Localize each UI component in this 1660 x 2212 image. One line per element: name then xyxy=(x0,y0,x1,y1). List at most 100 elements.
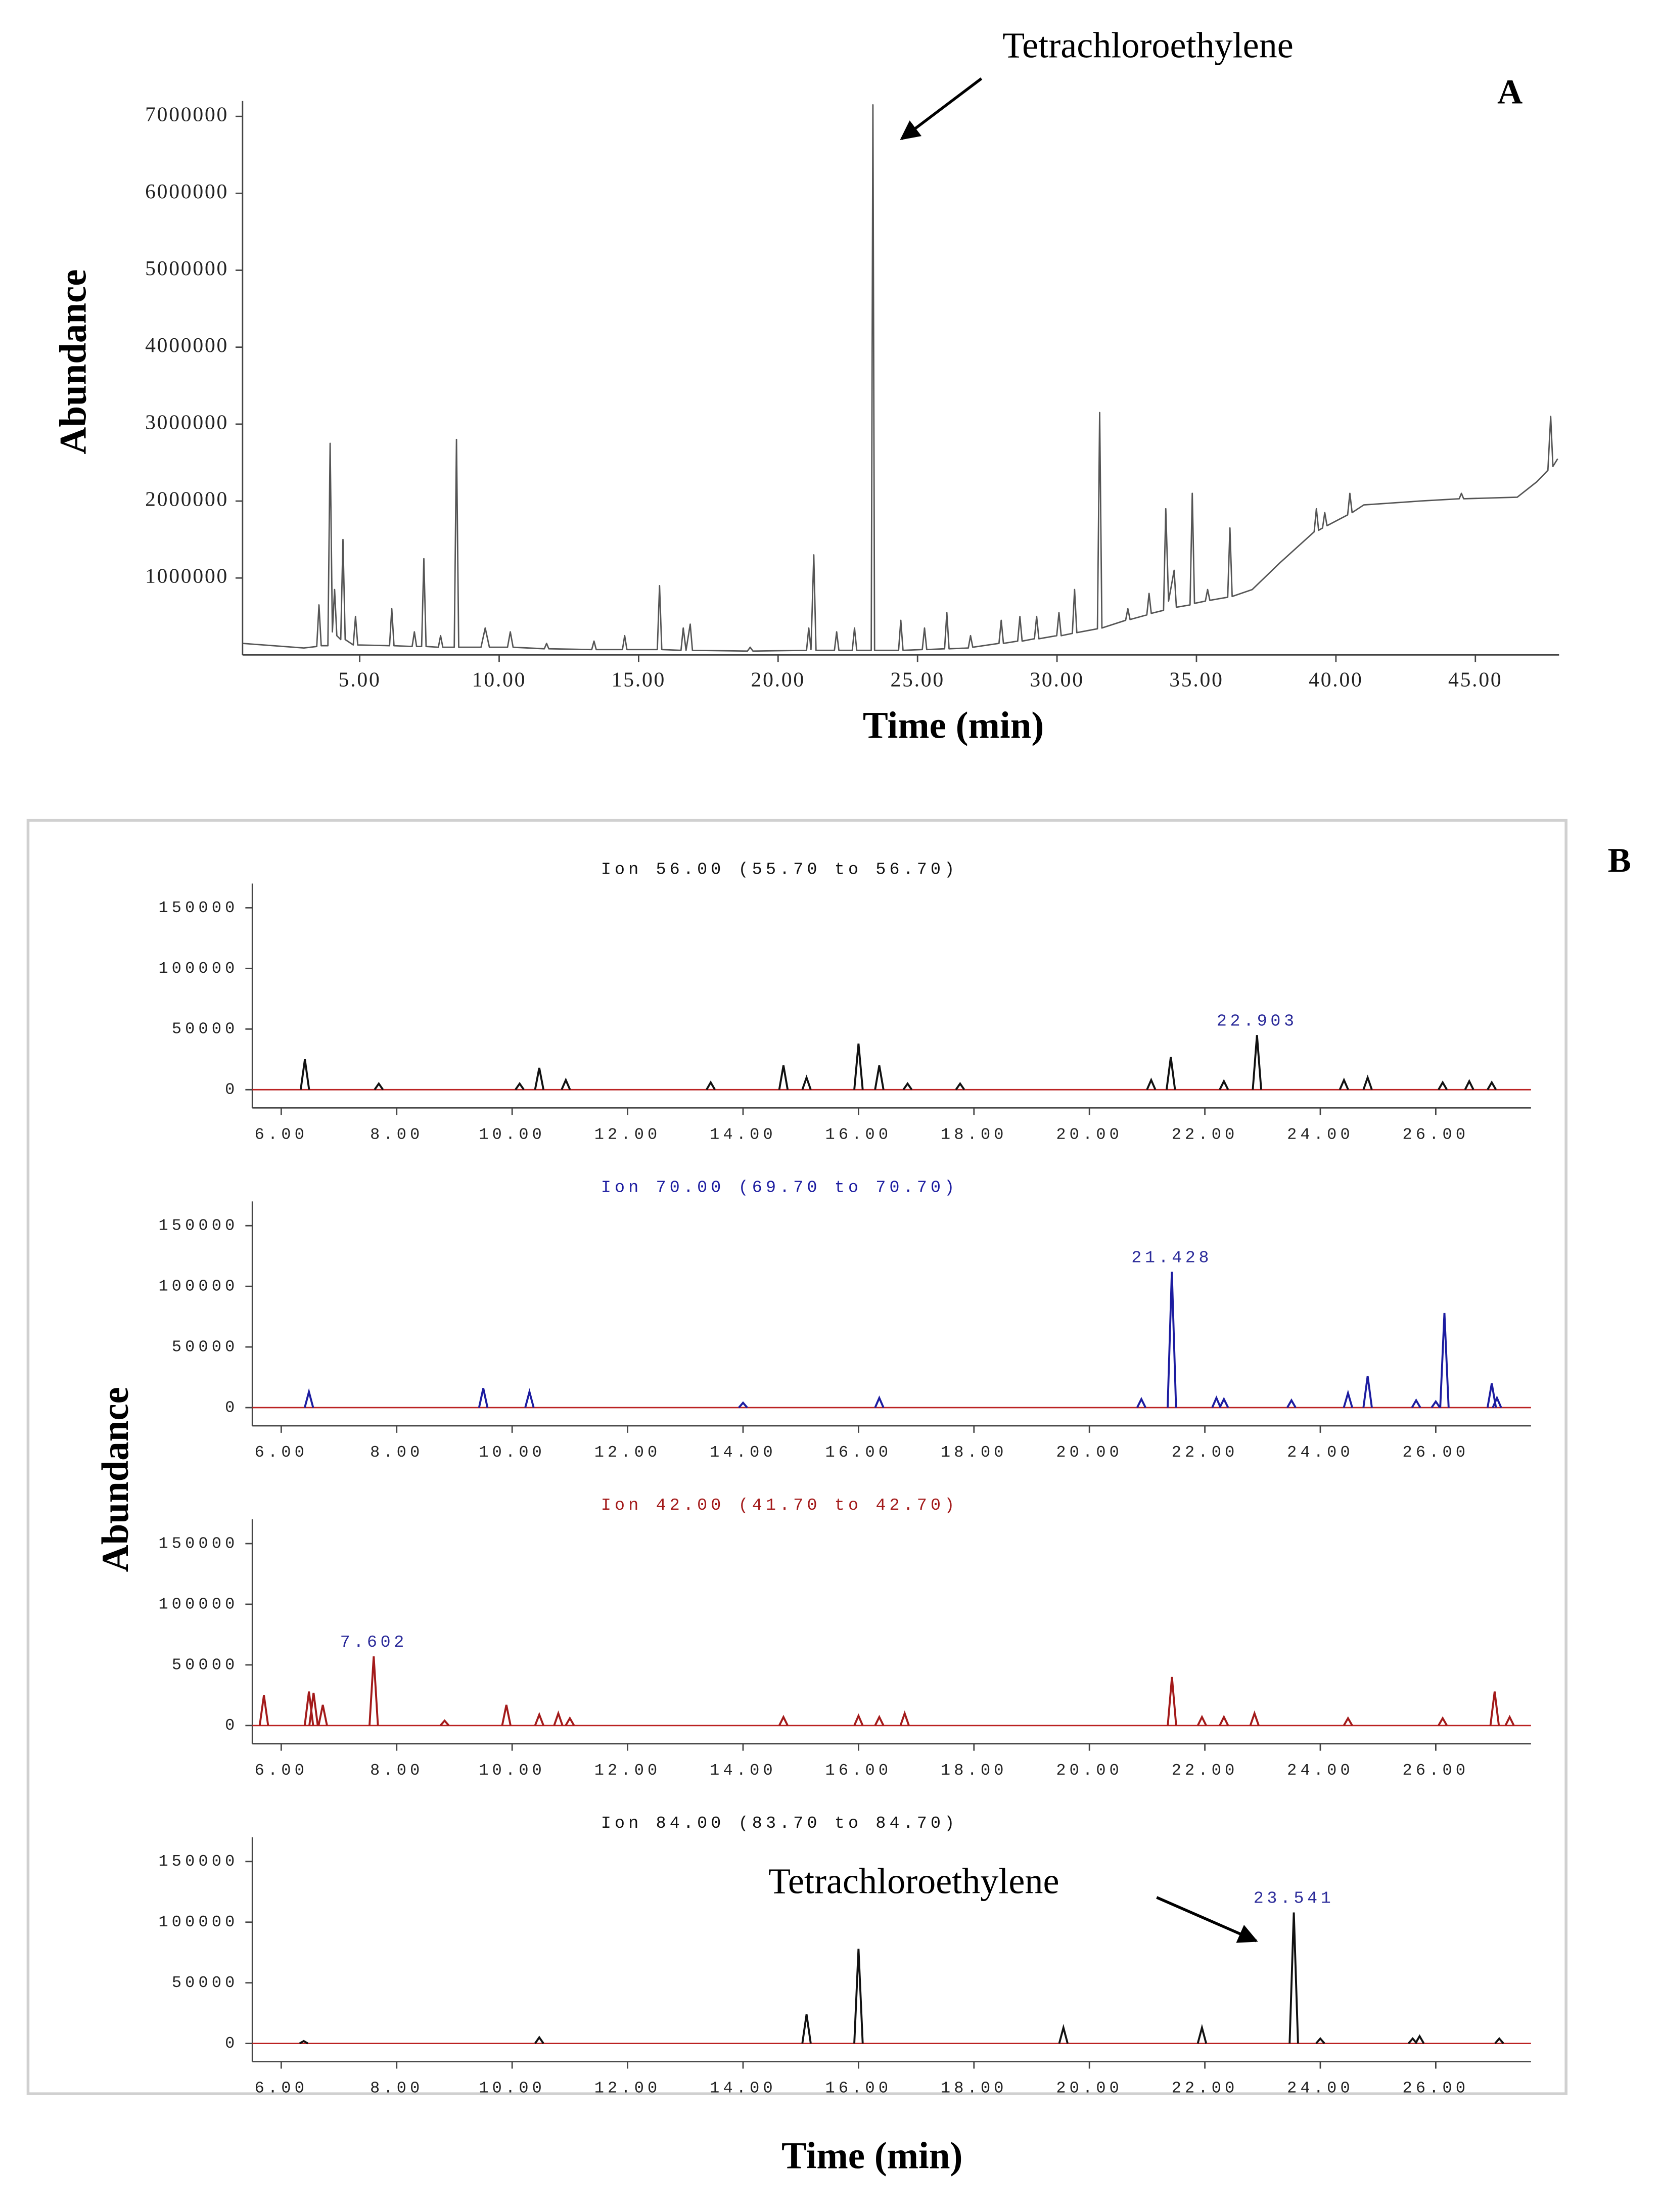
peak xyxy=(1464,1079,1474,1091)
x-tick-label: 18.00 xyxy=(941,1443,1007,1462)
x-tick-label: 20.00 xyxy=(1056,1125,1123,1144)
peak-label: 21.428 xyxy=(1131,1248,1212,1267)
y-tick-label: 3000000 xyxy=(145,410,228,433)
peak xyxy=(299,1059,310,1090)
peak xyxy=(1167,1677,1177,1726)
x-tick-label: 8.00 xyxy=(370,1443,423,1462)
y-tick-label: 50000 xyxy=(172,1973,239,1992)
peak xyxy=(1494,2037,1504,2044)
peak xyxy=(303,1388,314,1408)
peak xyxy=(1487,1080,1497,1091)
x-tick-label: 5.00 xyxy=(339,668,381,691)
panel-frame xyxy=(26,819,1567,2095)
y-tick-label: 100000 xyxy=(158,1595,238,1613)
x-tick-label: 14.00 xyxy=(710,1125,776,1144)
x-tick-label: 30.00 xyxy=(1030,668,1084,691)
y-tick-label: 50000 xyxy=(172,1338,239,1357)
x-tick-label: 8.00 xyxy=(370,2079,423,2098)
peak xyxy=(1362,1074,1373,1090)
peak xyxy=(853,1713,864,1726)
annotation: Tetrachloroethylene xyxy=(1002,25,1294,66)
peak-label: 22.903 xyxy=(1217,1011,1298,1030)
chart-title: Ion 42.00 (41.70 to 42.70) xyxy=(601,1496,958,1515)
y-tick-label: 150000 xyxy=(158,898,238,917)
peak xyxy=(902,1081,913,1091)
y-tick-label: 150000 xyxy=(158,1852,238,1871)
peak xyxy=(439,1719,450,1727)
peak xyxy=(706,1080,716,1091)
x-tick-label: 20.00 xyxy=(1056,1761,1123,1780)
x-tick-label: 14.00 xyxy=(710,1443,776,1462)
y-tick-label: 100000 xyxy=(158,1277,238,1296)
y-tick-label: 0 xyxy=(225,1080,238,1099)
peak xyxy=(1438,1080,1448,1091)
peak xyxy=(368,1656,379,1726)
peak-label: 7.602 xyxy=(340,1633,407,1652)
peak xyxy=(1211,1395,1222,1408)
x-tick-label: 20.00 xyxy=(1056,1443,1123,1462)
x-tick-label: 22.00 xyxy=(1172,2079,1238,2098)
x-tick-label: 6.00 xyxy=(255,1443,308,1462)
x-tick-label: 24.00 xyxy=(1287,1761,1354,1780)
peak xyxy=(874,1714,885,1726)
x-tick-label: 6.00 xyxy=(255,1761,308,1780)
annotation: Tetrachloroethylene xyxy=(768,1861,1059,1901)
x-tick-label: 10.00 xyxy=(479,1761,545,1780)
peak xyxy=(1165,1057,1176,1090)
y-tick-label: 4000000 xyxy=(145,333,228,356)
peak xyxy=(1439,1313,1450,1408)
x-tick-label: 35.00 xyxy=(1169,668,1223,691)
peak xyxy=(478,1388,489,1408)
peak xyxy=(1414,2034,1425,2044)
x-tick-label: 16.00 xyxy=(825,1125,892,1144)
peak xyxy=(1219,1714,1229,1726)
peak xyxy=(565,1716,575,1726)
x-tick-label: 14.00 xyxy=(710,1761,776,1780)
y-tick-label: 6000000 xyxy=(145,179,228,203)
y-tick-label: 1000000 xyxy=(145,564,228,588)
y-tick-label: 50000 xyxy=(172,1655,239,1674)
peak xyxy=(299,2040,309,2045)
x-tick-label: 18.00 xyxy=(941,1761,1007,1780)
x-tick-label: 22.00 xyxy=(1172,1761,1238,1780)
peak xyxy=(1058,2023,1069,2044)
peak xyxy=(1136,1396,1147,1408)
y-tick-label: 0 xyxy=(225,1398,238,1417)
peak xyxy=(561,1077,571,1091)
x-tick-label: 20.00 xyxy=(751,668,805,691)
peak xyxy=(374,1081,384,1091)
y-tick-label: 5000000 xyxy=(145,256,228,280)
annotation-arrow xyxy=(1156,1896,1258,1943)
peak xyxy=(778,1714,789,1726)
x-tick-label: 15.00 xyxy=(612,668,666,691)
x-tick-label: 10.00 xyxy=(479,1443,545,1462)
x-tick-label: 12.00 xyxy=(594,1125,661,1144)
peak xyxy=(801,1074,812,1090)
peak xyxy=(1486,1383,1497,1408)
panel-label: A xyxy=(1497,72,1523,111)
peak xyxy=(515,1081,525,1091)
x-tick-label: 10.00 xyxy=(479,2079,545,2098)
peak xyxy=(874,1065,885,1090)
peak xyxy=(874,1395,885,1408)
x-tick-label: 26.00 xyxy=(1403,1125,1469,1144)
x-tick-label: 26.00 xyxy=(1403,1443,1469,1462)
peak xyxy=(534,1711,544,1726)
peak xyxy=(1438,1716,1448,1726)
x-tick-label: 12.00 xyxy=(594,2079,661,2098)
x-tick-label: 8.00 xyxy=(370,1125,423,1144)
peak xyxy=(1167,1272,1177,1408)
peak xyxy=(1219,1396,1229,1408)
peak xyxy=(1249,1710,1260,1726)
y-tick-label: 100000 xyxy=(158,959,238,978)
peak xyxy=(258,1695,269,1726)
peak xyxy=(1343,1389,1353,1408)
x-axis-label: Time (min) xyxy=(781,2135,962,2177)
peak xyxy=(308,1692,319,1726)
x-tick-label: 16.00 xyxy=(825,1761,892,1780)
peak xyxy=(1146,1077,1157,1091)
peak xyxy=(853,1043,864,1090)
peak xyxy=(801,2014,812,2044)
